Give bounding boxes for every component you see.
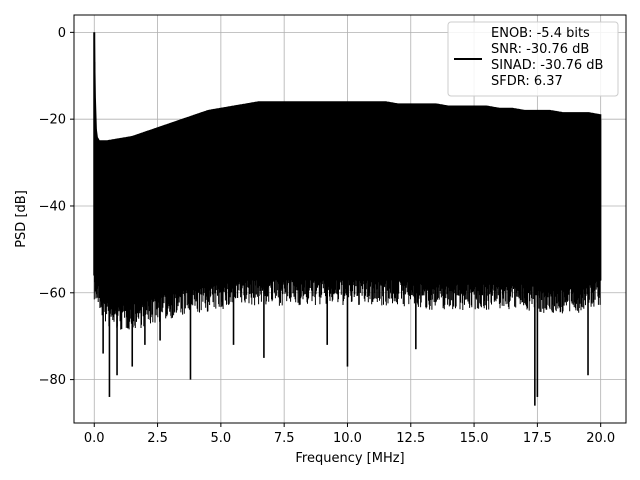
x-tick-label: 7.5	[274, 431, 295, 446]
legend-entry-sfdr: SFDR: 6.37	[491, 74, 563, 89]
x-tick-label: 5.0	[211, 431, 232, 446]
x-tick-label: 15.0	[460, 431, 489, 446]
x-tick-label: 17.5	[523, 431, 552, 446]
x-tick-label: 20.0	[586, 431, 615, 446]
y-axis-ticks: 0 −20 −40 −60 −80	[39, 26, 74, 388]
x-tick-label: 12.5	[396, 431, 425, 446]
legend-box	[447, 21, 619, 97]
legend-entry-snr: SNR: -30.76 dB	[491, 42, 589, 57]
plot-area	[93, 32, 602, 406]
psd-spikes	[93, 32, 589, 406]
x-tick-label: 0.0	[84, 431, 105, 446]
y-tick-label: −40	[39, 199, 66, 214]
y-tick-label: −20	[39, 113, 66, 128]
x-tick-label: 10.0	[333, 431, 362, 446]
x-tick-label: 2.5	[147, 431, 168, 446]
y-tick-label: 0	[58, 26, 66, 41]
y-axis-label: PSD [dB]	[14, 190, 29, 248]
legend: ENOB: -5.4 bits SNR: -30.76 dB SINAD: -3…	[447, 21, 619, 97]
legend-entry-sinad: SINAD: -30.76 dB	[491, 58, 603, 73]
x-axis-ticks: 0.0 2.5 5.0 7.5 10.0 12.5 15.0 17.5 20.0	[84, 423, 615, 446]
x-axis-label: Frequency [MHz]	[295, 451, 404, 466]
axes-frame	[73, 14, 627, 424]
y-tick-label: −60	[39, 286, 66, 301]
y-tick-label: −80	[39, 373, 66, 388]
legend-entry-enob: ENOB: -5.4 bits	[491, 26, 590, 41]
